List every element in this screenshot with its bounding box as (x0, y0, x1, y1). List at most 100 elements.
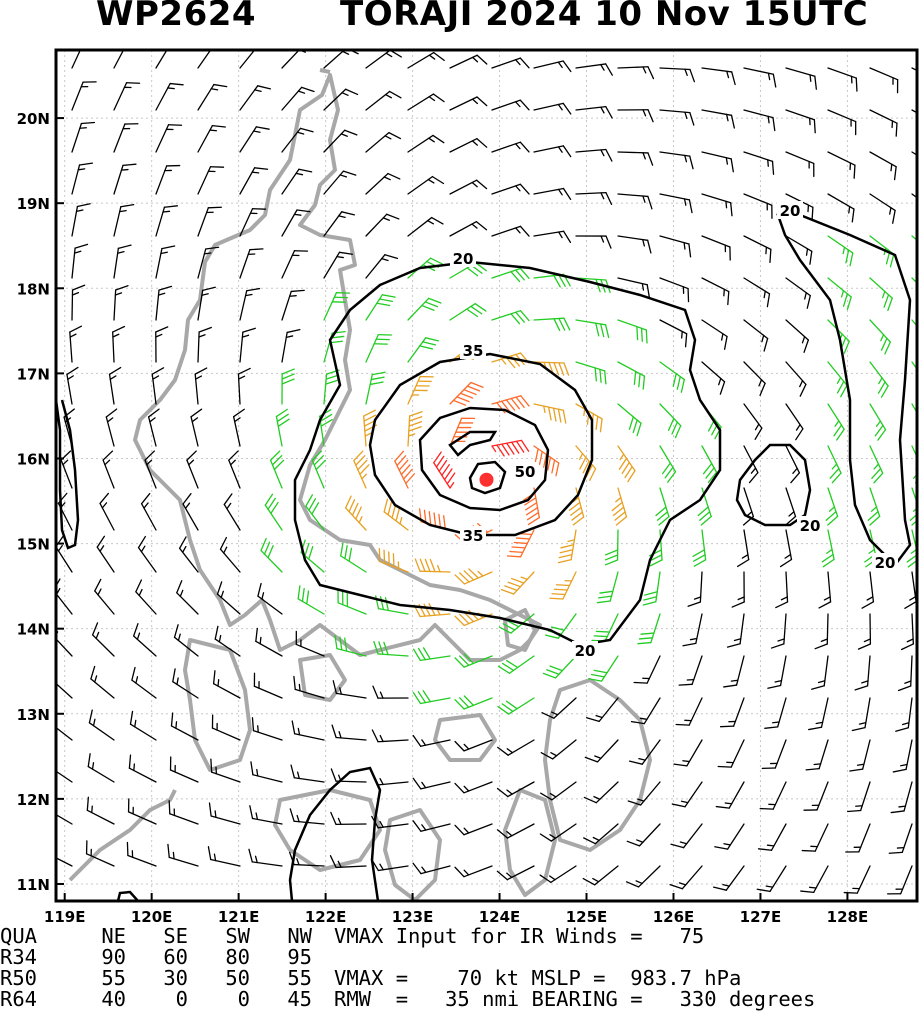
samar-coastline (543, 678, 652, 852)
wind-barb (743, 109, 776, 132)
wind-barb (323, 292, 351, 321)
wind-barb (659, 361, 685, 393)
wind-barb (533, 145, 572, 158)
r50-ne: 55 (101, 966, 126, 990)
wind-barb (701, 277, 730, 306)
wind-barb (197, 50, 212, 69)
lon-label: 124E (479, 908, 521, 926)
wind-barb (239, 327, 256, 363)
wind-barb (759, 781, 787, 810)
wind-barb (407, 175, 445, 195)
wind-barb (854, 655, 871, 691)
wind-barb (105, 408, 118, 447)
wind-barb (533, 317, 571, 332)
contour-label-bg (572, 641, 598, 659)
wind-barb (496, 865, 535, 881)
wind-barb (151, 367, 165, 405)
contour-64kt-eye (468, 460, 507, 495)
wind-barb (85, 840, 115, 867)
wind-barb (803, 781, 829, 811)
lat-label: 11N (17, 876, 50, 894)
panay-coastline (273, 788, 382, 872)
r64-se: 0 (175, 987, 188, 1011)
wind-barb (194, 367, 208, 405)
wind-barb (178, 536, 199, 573)
wind-barb (281, 168, 313, 195)
wind-barb (491, 439, 530, 457)
wind-barb (155, 205, 179, 237)
wind-barb (669, 865, 703, 890)
wind-barb (642, 571, 661, 606)
vmax-mslp-text: VMAX = 70 kt MSLP = 983.7 hPa (334, 966, 742, 990)
wind-barb (582, 865, 619, 886)
wind-barb (71, 162, 94, 195)
wind-barb (743, 235, 772, 264)
wind-barb (407, 51, 445, 69)
wind-barb (869, 193, 896, 224)
wind-barb (281, 250, 309, 279)
wind-barb (671, 781, 703, 808)
wind-barb (726, 613, 745, 648)
wind-barb (719, 697, 745, 728)
wind-barb (892, 739, 913, 773)
wind-barb (805, 739, 829, 771)
wind-barb (291, 720, 325, 741)
contour-label-20-northeast: 20 (780, 202, 801, 220)
col-sw: SW (225, 924, 250, 948)
wind-barb (827, 235, 854, 267)
wind-barb (394, 450, 416, 489)
wind-barb (407, 134, 445, 153)
wind-barb (731, 571, 745, 608)
wind-barb (340, 542, 367, 573)
wind-barb (675, 697, 703, 726)
wind-barb (800, 865, 829, 894)
r34-sw: 80 (225, 945, 250, 969)
wind-barb (861, 571, 875, 609)
wind-barb (182, 493, 199, 531)
wind-barb (311, 450, 326, 489)
wind-barb (491, 225, 530, 237)
wind-barb (197, 206, 222, 237)
wind-barb (761, 739, 787, 770)
wind-barb (533, 230, 572, 244)
wind-barb (827, 277, 852, 311)
wind-barb (843, 865, 871, 894)
babuyan-island-coastline (319, 68, 331, 74)
wind-barb (129, 710, 157, 741)
wind-barb (575, 235, 612, 249)
negros-coastline (383, 808, 442, 901)
wind-barb (323, 211, 356, 237)
wind-barb (323, 88, 359, 111)
masbate-coastline (433, 713, 497, 762)
wind-barb (617, 319, 648, 344)
wind-barb (814, 613, 829, 650)
wind-barb (588, 655, 619, 682)
wind-barb (770, 613, 787, 649)
wind-barb (412, 690, 451, 705)
wind-barb (785, 403, 804, 441)
wind-barb (586, 697, 619, 723)
wind-barb (496, 823, 535, 839)
wind-barb (295, 630, 325, 657)
r50-nw: 55 (287, 966, 312, 990)
wind-barb (208, 802, 241, 825)
wind-barb (113, 82, 141, 111)
wind-barb (454, 823, 493, 836)
wind-barb (126, 841, 157, 867)
wind-barb (869, 277, 893, 312)
wind-barb (56, 770, 73, 783)
wind-barb (911, 319, 917, 327)
wind-barb (137, 535, 157, 573)
col-nw: NW (287, 924, 312, 948)
wind-barb (887, 865, 913, 895)
wind-barb (575, 191, 613, 206)
wind-barb (867, 487, 881, 526)
wind-barb (223, 493, 241, 531)
wind-barb (714, 823, 745, 850)
wind-barb (239, 208, 267, 237)
wind-barb (135, 579, 157, 615)
lat-label: 13N (17, 706, 50, 724)
wind-barb (214, 625, 241, 657)
wind-barb (155, 285, 173, 321)
wind-barb (71, 121, 96, 153)
